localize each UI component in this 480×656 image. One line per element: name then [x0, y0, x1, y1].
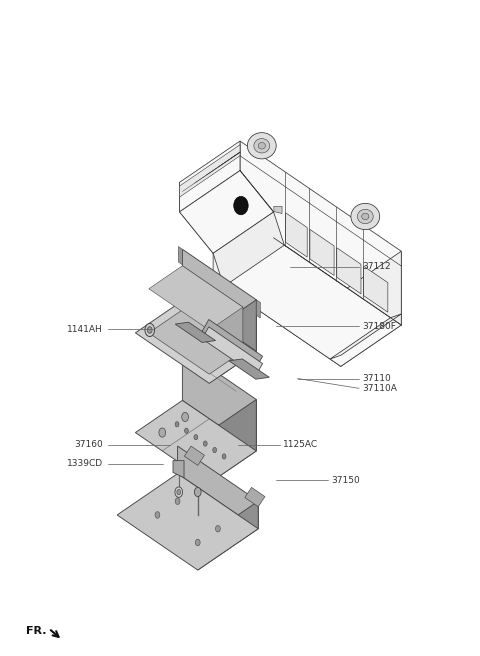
Ellipse shape [362, 213, 369, 220]
Polygon shape [256, 300, 260, 318]
Polygon shape [310, 230, 334, 276]
Polygon shape [341, 251, 401, 366]
Polygon shape [330, 314, 401, 359]
Polygon shape [274, 206, 282, 213]
Polygon shape [229, 359, 269, 379]
Polygon shape [180, 182, 341, 366]
Circle shape [155, 512, 160, 518]
Polygon shape [180, 145, 240, 197]
Text: 37160: 37160 [74, 440, 103, 449]
Circle shape [147, 327, 152, 333]
Ellipse shape [357, 209, 373, 224]
Polygon shape [135, 400, 256, 483]
Text: 37110: 37110 [362, 374, 391, 383]
Circle shape [177, 489, 180, 495]
Polygon shape [179, 247, 182, 265]
Polygon shape [198, 501, 258, 570]
Polygon shape [182, 249, 256, 351]
Text: 37180F: 37180F [362, 321, 396, 331]
Text: 1125AC: 1125AC [283, 440, 318, 449]
Text: 37150: 37150 [331, 476, 360, 485]
Polygon shape [117, 474, 258, 570]
Circle shape [194, 487, 201, 497]
Circle shape [204, 441, 207, 446]
Text: 37110A: 37110A [362, 384, 397, 393]
Polygon shape [286, 213, 307, 257]
Polygon shape [180, 141, 240, 212]
Polygon shape [337, 248, 361, 294]
Polygon shape [149, 266, 243, 330]
Polygon shape [178, 446, 258, 529]
Circle shape [182, 413, 189, 422]
Polygon shape [202, 327, 263, 375]
Text: FR.: FR. [26, 626, 47, 636]
Polygon shape [149, 310, 243, 374]
Polygon shape [364, 266, 388, 312]
Circle shape [159, 428, 166, 437]
Circle shape [213, 447, 216, 453]
Text: 37112: 37112 [362, 262, 391, 272]
Polygon shape [209, 400, 256, 483]
Circle shape [184, 428, 188, 434]
Ellipse shape [351, 203, 380, 230]
Polygon shape [202, 319, 263, 368]
Polygon shape [209, 300, 256, 383]
Polygon shape [182, 349, 256, 451]
Circle shape [222, 454, 226, 459]
Polygon shape [240, 141, 401, 325]
Polygon shape [180, 171, 274, 253]
Ellipse shape [254, 138, 270, 153]
Ellipse shape [247, 133, 276, 159]
Circle shape [194, 434, 198, 440]
Text: 1339CD: 1339CD [67, 459, 103, 468]
Polygon shape [182, 266, 243, 351]
Polygon shape [245, 487, 265, 506]
Polygon shape [175, 322, 216, 342]
Circle shape [195, 539, 200, 546]
Ellipse shape [234, 196, 248, 215]
Circle shape [145, 323, 155, 337]
Circle shape [175, 498, 180, 504]
Circle shape [175, 422, 179, 427]
Text: 1141AH: 1141AH [68, 325, 103, 334]
Ellipse shape [258, 142, 265, 149]
Circle shape [216, 525, 220, 532]
Polygon shape [213, 212, 284, 287]
Polygon shape [213, 238, 401, 366]
Circle shape [175, 487, 182, 497]
Polygon shape [184, 446, 204, 465]
Polygon shape [173, 461, 184, 478]
Polygon shape [135, 300, 256, 383]
